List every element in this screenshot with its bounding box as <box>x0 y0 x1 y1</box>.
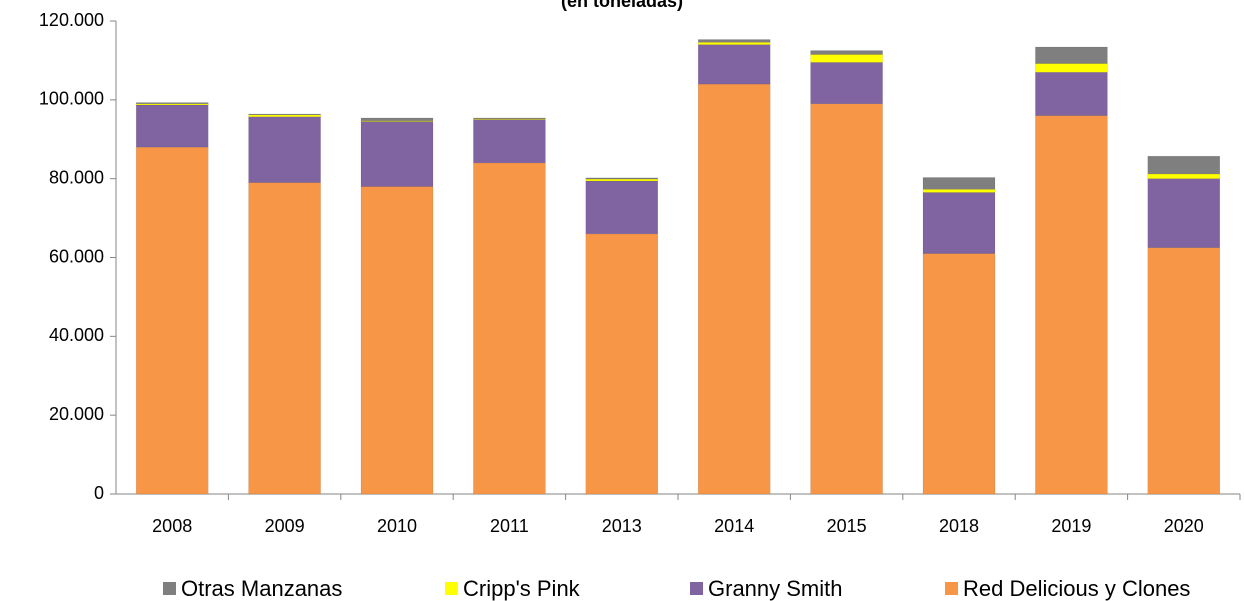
bar-segment <box>585 178 659 182</box>
legend-swatch <box>163 582 176 595</box>
bar-segment <box>1147 173 1221 179</box>
legend-label: Otras Manzanas <box>181 576 342 601</box>
bar-segment <box>585 177 659 180</box>
y-tick-label: 20.000 <box>49 404 104 424</box>
bar-segment <box>697 39 771 43</box>
legend-label: Cripp's Pink <box>463 576 581 601</box>
legend-label: Red Delicious y Clones <box>963 576 1190 601</box>
x-tick-label: 2010 <box>377 516 417 536</box>
bar-segment <box>922 177 996 190</box>
bar-segment <box>922 253 996 495</box>
bar-segment <box>810 50 883 55</box>
bar-segment <box>248 113 321 116</box>
y-tick-label: 100.000 <box>39 89 104 109</box>
bar-segment <box>1147 247 1221 495</box>
legend-swatch <box>945 582 958 595</box>
bar-segment <box>1147 155 1221 175</box>
bar-segment <box>697 44 771 85</box>
bar-segment <box>1147 178 1221 248</box>
bar-segment <box>473 162 546 495</box>
bar-segment <box>1035 63 1108 73</box>
y-tick-label: 0 <box>94 483 104 503</box>
bar-segment <box>922 192 996 254</box>
bar-segment <box>697 83 771 495</box>
bar-segment <box>360 186 434 495</box>
y-tick-label: 60.000 <box>49 246 104 266</box>
bar-segment <box>248 114 321 118</box>
x-tick-label: 2018 <box>939 516 979 536</box>
bar-segment <box>360 117 434 121</box>
legend-swatch <box>690 582 703 595</box>
bar-segment <box>248 116 321 183</box>
x-tick-label: 2009 <box>265 516 305 536</box>
x-tick-label: 2019 <box>1051 516 1091 536</box>
y-tick-label: 80.000 <box>49 167 104 187</box>
y-tick-label: 120.000 <box>39 10 104 30</box>
bar-segment <box>810 54 883 63</box>
legend-label: Granny Smith <box>708 576 843 601</box>
chart-title: (en toneladas) <box>561 0 683 11</box>
bar-segment <box>697 42 771 45</box>
x-tick-label: 2013 <box>602 516 642 536</box>
bar-segment <box>1035 71 1108 116</box>
bar-segment <box>135 102 209 105</box>
bar-segment <box>585 233 659 495</box>
x-tick-label: 2014 <box>714 516 754 536</box>
x-tick-label: 2011 <box>490 516 529 536</box>
bar-segment <box>1035 46 1108 64</box>
bar-segment <box>585 180 659 235</box>
bar-segment <box>360 121 434 187</box>
bar-segment <box>473 119 546 164</box>
x-tick-label: 2020 <box>1164 516 1204 536</box>
legend-swatch <box>445 582 458 595</box>
bar-segment <box>922 189 996 193</box>
x-tick-label: 2015 <box>827 516 867 536</box>
bar-segment <box>473 117 546 120</box>
bar-segment <box>135 146 209 495</box>
bar-segment <box>810 62 883 105</box>
bar-segment <box>248 182 321 495</box>
y-tick-label: 40.000 <box>49 325 104 345</box>
bar-segment <box>135 104 209 148</box>
bar-segment <box>473 118 546 120</box>
bar-segment <box>810 103 883 495</box>
x-tick-label: 2008 <box>152 516 192 536</box>
bar-segment <box>1035 115 1108 495</box>
